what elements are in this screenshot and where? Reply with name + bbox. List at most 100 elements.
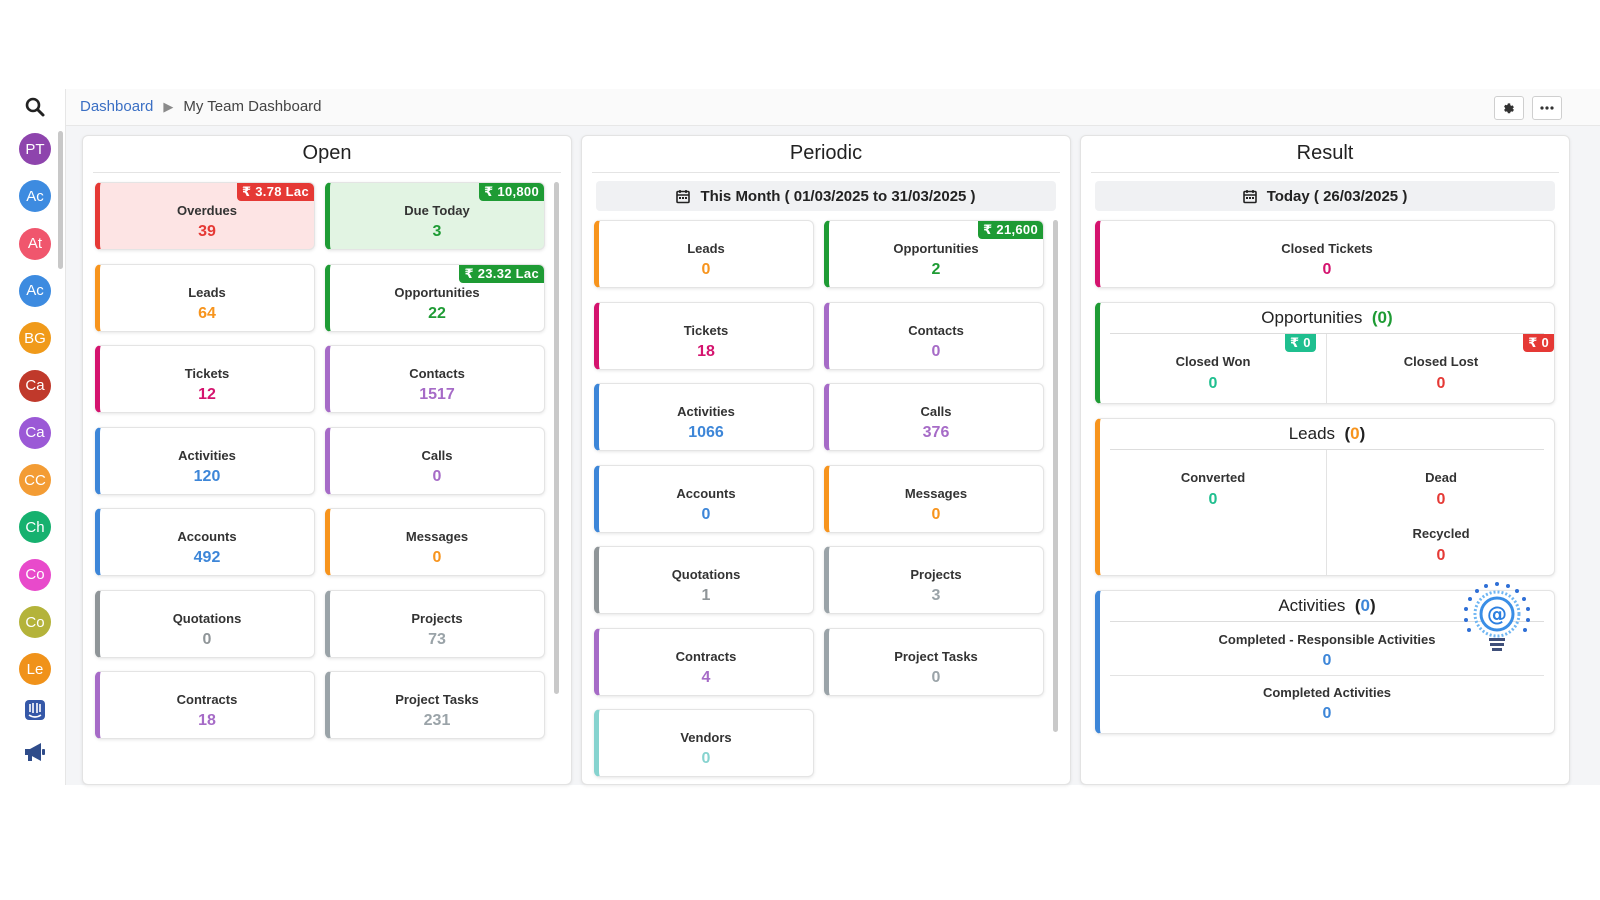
card-label: Messages <box>904 485 968 501</box>
open-card-projects[interactable]: Projects 73 <box>325 589 545 658</box>
amount-badge: ₹ 10,800 <box>479 183 544 201</box>
card-label: Tickets <box>683 322 729 338</box>
main-content: Dashboard ▶ My Team Dashboard Open Overd… <box>66 89 1600 785</box>
amount-badge: ₹ 23.32 Lac <box>459 264 544 283</box>
calendar-icon <box>1242 189 1257 203</box>
card-label: Messages <box>405 529 469 544</box>
divider <box>1326 334 1327 404</box>
open-card-calls[interactable]: Calls 0 <box>325 426 545 495</box>
calendar-icon <box>676 189 691 203</box>
sidebar-avatar[interactable]: Co <box>19 558 51 591</box>
closed-tickets-card[interactable]: Closed Tickets 0 <box>1095 220 1555 288</box>
periodic-card-projects[interactable]: Projects 3 <box>824 546 1044 614</box>
result-activities-title: Activities (0) <box>1110 591 1544 622</box>
sidebar-scrollbar[interactable] <box>58 131 63 269</box>
dead-label[interactable]: Dead <box>1425 470 1457 485</box>
responsible-activities-label[interactable]: Completed - Responsible Activities <box>1218 632 1436 647</box>
sidebar-avatar[interactable]: Le <box>19 653 51 686</box>
breadcrumb-dashboard-link[interactable]: Dashboard <box>80 98 154 115</box>
card-value: 1066 <box>688 424 724 441</box>
periodic-card-leads[interactable]: Leads 0 <box>594 220 814 288</box>
card-label: Opportunities <box>893 241 979 256</box>
card-label: Projects <box>910 567 962 582</box>
open-card-messages[interactable]: Messages 0 <box>325 508 545 576</box>
periodic-panel-scrollbar[interactable] <box>1053 220 1058 732</box>
card-value: 18 <box>697 342 715 360</box>
intercom-icon[interactable] <box>22 697 48 723</box>
periodic-card-contracts[interactable]: Contracts 4 <box>594 627 814 696</box>
help-bulb-icon[interactable]: @ <box>1458 578 1536 656</box>
card-value: 0 <box>931 342 941 360</box>
result-leads-card: Leads (0) Converted 0 Dead 0 Recycled 0 <box>1095 418 1555 576</box>
open-card-overdues[interactable]: Overdues 39 ₹ 3.78 Lac <box>95 182 315 250</box>
card-value: 3 <box>432 223 442 240</box>
sidebar-avatar[interactable]: Ca <box>19 416 51 449</box>
open-card-contracts[interactable]: Contracts 18 <box>95 671 315 739</box>
closed-lost-label[interactable]: Closed Lost <box>1403 354 1479 369</box>
card-value: 39 <box>198 223 216 240</box>
converted-value: 0 <box>1208 491 1218 508</box>
periodic-card-project-tasks[interactable]: Project Tasks 0 <box>824 627 1044 696</box>
result-panel: Result Today ( 26/03/2025 ) Closed Ticke… <box>1080 135 1570 785</box>
settings-button[interactable] <box>1494 96 1524 120</box>
periodic-card-accounts[interactable]: Accounts 0 <box>594 464 814 533</box>
periodic-card-messages[interactable]: Messages 0 <box>824 464 1044 533</box>
converted-label[interactable]: Converted <box>1180 470 1246 485</box>
open-card-activities[interactable]: Activities 120 <box>95 426 315 495</box>
dead-value: 0 <box>1436 491 1446 508</box>
page-title: My Team Dashboard <box>183 98 322 115</box>
recycled-label[interactable]: Recycled <box>1412 526 1470 541</box>
card-value: 0 <box>432 467 442 485</box>
card-label: Opportunities <box>394 284 480 300</box>
open-panel-scrollbar[interactable] <box>554 182 559 694</box>
open-card-accounts[interactable]: Accounts 492 <box>95 508 315 576</box>
card-value: 73 <box>428 630 446 648</box>
card-label: Accounts <box>177 529 237 544</box>
sidebar-avatar[interactable]: PT <box>19 133 51 165</box>
periodic-card-activities[interactable]: Activities 1066 <box>594 383 814 451</box>
sidebar-avatar[interactable]: Ca <box>19 369 51 402</box>
sidebar-avatar[interactable]: BG <box>19 322 51 355</box>
open-card-quotations[interactable]: Quotations 0 <box>95 589 315 658</box>
card-label: Contracts <box>176 692 238 707</box>
card-value: 0 <box>931 668 941 686</box>
periodic-card-quotations[interactable]: Quotations 1 <box>594 546 814 614</box>
search-icon[interactable] <box>23 95 47 119</box>
gear-icon <box>1504 103 1514 114</box>
sidebar-avatar[interactable]: Co <box>19 606 51 638</box>
open-card-tickets[interactable]: Tickets 12 <box>95 345 315 413</box>
sidebar-avatar[interactable]: At <box>19 227 51 260</box>
closed-won-label[interactable]: Closed Won <box>1175 354 1251 369</box>
card-label: Vendors <box>680 730 732 745</box>
sidebar-avatar[interactable]: Ch <box>19 511 51 544</box>
periodic-card-tickets[interactable]: Tickets 18 <box>594 301 814 370</box>
card-value: 64 <box>198 304 216 322</box>
periodic-panel: Periodic This Month ( 01/03/2025 to 31/0… <box>581 135 1071 785</box>
completed-activities-label[interactable]: Completed Activities <box>1262 685 1392 700</box>
result-opportunities-card: Opportunities (0) ₹ 0 ₹ 0 Closed Won 0 C… <box>1095 302 1555 404</box>
result-date[interactable]: Today ( 26/03/2025 ) <box>1095 181 1555 211</box>
open-card-leads[interactable]: Leads 64 <box>95 263 315 332</box>
card-value: 4 <box>701 668 711 686</box>
open-card-project-tasks[interactable]: Project Tasks 231 <box>325 671 545 739</box>
open-card-due-today[interactable]: Due Today 3 ₹ 10,800 <box>325 182 545 250</box>
periodic-card-opportunities[interactable]: Opportunities 2 ₹ 21,600 <box>824 220 1044 288</box>
card-label: Project Tasks <box>894 648 978 664</box>
open-card-contacts[interactable]: Contacts 1517 <box>325 345 545 413</box>
megaphone-icon[interactable] <box>22 739 48 765</box>
sidebar-avatar[interactable]: Ac <box>19 180 51 213</box>
card-label: Contacts <box>908 322 964 338</box>
periodic-card-contacts[interactable]: Contacts 0 <box>824 301 1044 370</box>
sidebar-avatar[interactable]: Ac <box>19 274 51 307</box>
sidebar-avatar[interactable]: CC <box>19 464 51 497</box>
open-card-opportunities[interactable]: Opportunities 22 ₹ 23.32 Lac <box>325 263 545 332</box>
card-value: 0 <box>931 505 941 523</box>
more-button[interactable] <box>1532 96 1562 120</box>
periodic-card-calls[interactable]: Calls 376 <box>824 383 1044 451</box>
result-activities-card: Activities (0) Completed - Responsible A… <box>1095 590 1555 734</box>
divider <box>1110 675 1544 676</box>
card-label: Overdues <box>177 203 237 218</box>
card-label: Accounts <box>676 485 736 501</box>
periodic-date-range[interactable]: This Month ( 01/03/2025 to 31/03/2025 ) <box>596 181 1056 211</box>
periodic-card-vendors[interactable]: Vendors 0 <box>594 709 814 777</box>
